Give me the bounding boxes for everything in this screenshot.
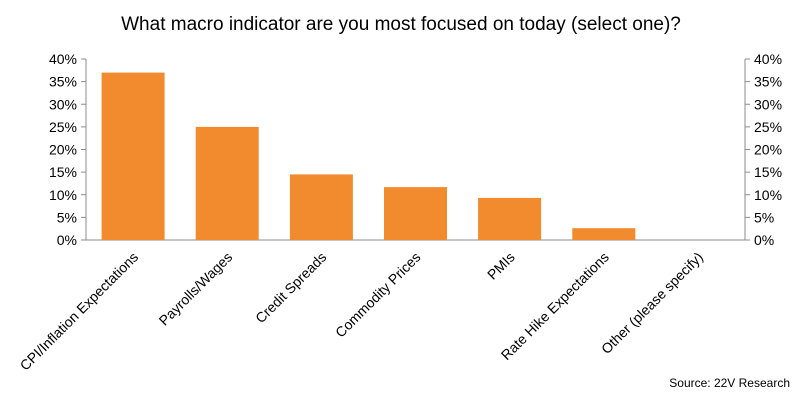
category-label: Credit Spreads xyxy=(252,249,329,326)
right-tick-label: 0% xyxy=(754,232,774,248)
bar xyxy=(478,197,542,240)
left-tick-label: 25% xyxy=(49,119,77,135)
category-label: Rate Hike Expectations xyxy=(498,249,612,363)
left-tick-label: 40% xyxy=(49,51,77,67)
bar xyxy=(289,174,353,240)
left-tick-label: 15% xyxy=(49,164,77,180)
category-label: CPI/Inflation Expectations xyxy=(17,249,142,374)
left-tick-label: 10% xyxy=(49,187,77,203)
source-note: Source: 22V Research xyxy=(669,376,790,390)
left-tick-label: 20% xyxy=(49,142,77,158)
category-label: Other (please specify) xyxy=(598,249,706,357)
left-tick-label: 5% xyxy=(57,209,77,225)
right-y-axis: 0% 5% 10% 15% 20% 25% 30% 35% 40% xyxy=(745,51,782,248)
bars xyxy=(101,72,636,240)
right-tick-label: 10% xyxy=(754,187,782,203)
category-label: Commodity Prices xyxy=(332,249,424,341)
left-tick-label: 0% xyxy=(57,232,77,248)
left-tick-label: 35% xyxy=(49,74,77,90)
right-tick-label: 5% xyxy=(754,209,774,225)
right-tick-label: 25% xyxy=(754,119,782,135)
bar xyxy=(572,228,636,240)
x-axis-labels: CPI/Inflation Expectations Payrolls/Wages… xyxy=(17,249,707,374)
left-y-axis: 0% 5% 10% 15% 20% 25% 30% 35% 40% xyxy=(49,51,86,248)
left-tick-label: 30% xyxy=(49,96,77,112)
category-label: PMIs xyxy=(484,249,518,283)
right-tick-label: 40% xyxy=(754,51,782,67)
right-tick-label: 20% xyxy=(754,142,782,158)
right-tick-label: 15% xyxy=(754,164,782,180)
right-tick-label: 30% xyxy=(754,96,782,112)
bar xyxy=(195,126,259,240)
category-label: Payrolls/Wages xyxy=(156,249,236,329)
chart-title: What macro indicator are you most focuse… xyxy=(121,14,681,35)
bar xyxy=(101,72,165,240)
right-tick-label: 35% xyxy=(754,74,782,90)
bar xyxy=(384,187,447,240)
